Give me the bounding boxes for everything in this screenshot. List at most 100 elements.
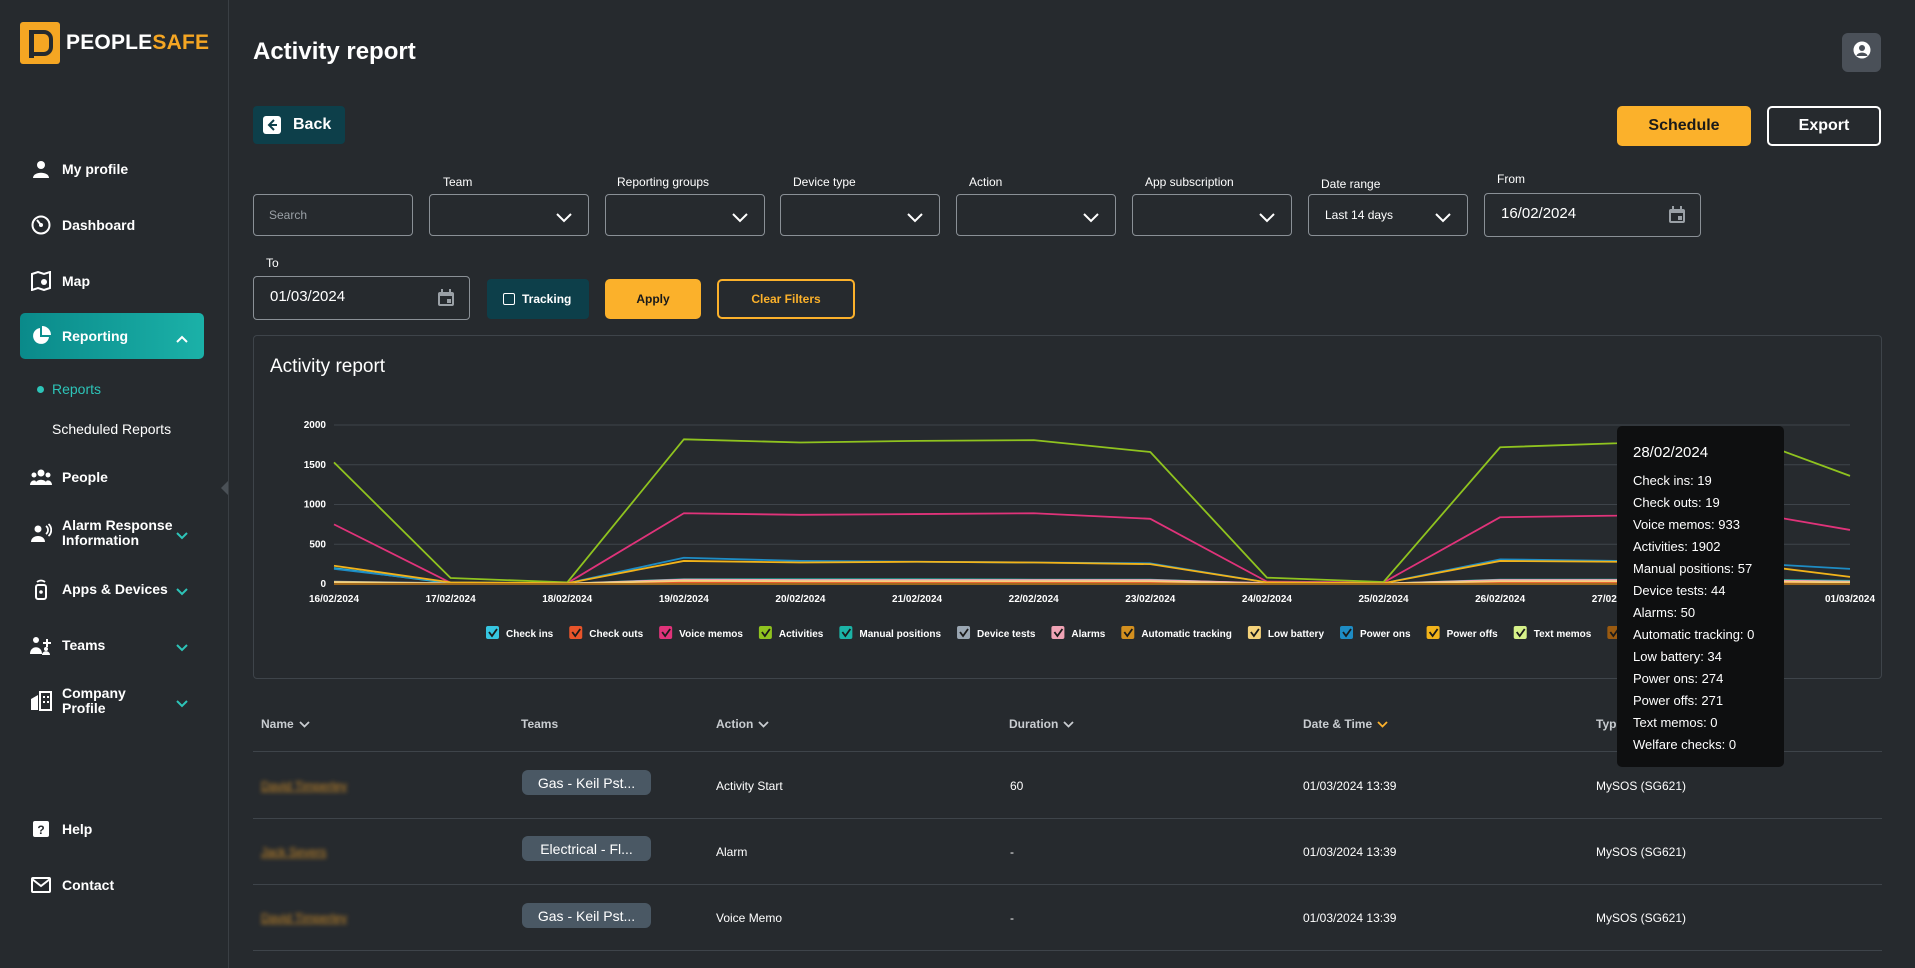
legend-checkbox [839,626,853,639]
checkmark-icon [761,628,771,638]
sidebar-item-people[interactable]: People [20,454,204,500]
legend-item[interactable]: Low battery [1247,626,1325,640]
legend-item[interactable]: Power offs [1426,626,1499,640]
sidebar-item-alarm-response[interactable]: Alarm Response Information [20,510,204,556]
legend-label: Manual positions [859,629,941,640]
logo-text: PEOPLESAFE [66,31,210,54]
legend-item[interactable]: Check ins [486,626,554,640]
device-type-select[interactable] [780,194,940,236]
user-icon [30,158,52,180]
calendar-icon[interactable] [437,289,455,307]
sidebar-subitem-reports[interactable]: Reports [52,381,102,397]
sidebar-item-apps-devices[interactable]: Apps & Devices [20,566,204,612]
sidebar-item-reporting[interactable]: Reporting [20,313,204,359]
row-type: MySOS (SG621) [1596,779,1687,793]
clear-filters-button[interactable]: Clear Filters [717,279,855,319]
tracking-checkbox[interactable] [503,293,515,305]
tooltip-row: Activities: 1902 [1633,539,1721,554]
from-label: From [1497,172,1525,186]
x-tick-label: 27/02/2024 [1592,594,1642,605]
action-select[interactable] [956,194,1116,236]
column-header-action[interactable]: Action [716,717,769,731]
chart-panel: Activity report 0 500 1000 1500 2000 16/02/20… [253,335,1882,679]
row-duration: - [1010,911,1014,925]
help-icon: ? [30,818,52,840]
device-icon [30,578,52,600]
sidebar-item-company-profile[interactable]: Company Profile [20,678,204,724]
x-tick-label: 26/02/2024 [1475,594,1525,605]
app-subscription-select[interactable] [1132,194,1292,236]
date-range-label: Date range [1321,177,1381,191]
svg-text:?: ? [37,823,44,837]
from-date-input[interactable]: 16/02/2024 [1484,193,1701,237]
x-tick-label: 17/02/2024 [426,594,476,605]
legend-item[interactable]: Text memos [1513,626,1592,640]
schedule-button[interactable]: Schedule [1617,106,1751,146]
pie-chart-icon [30,325,52,347]
sidebar-collapse-handle[interactable] [221,481,228,495]
checkmark-icon [1516,628,1526,638]
legend-item[interactable]: Manual positions [839,626,941,640]
tooltip-row: Text memos: 0 [1633,715,1718,730]
sidebar-subitem-scheduled-reports[interactable]: Scheduled Reports [52,421,172,437]
search-input[interactable]: Search [253,194,413,236]
legend-label: Activities [779,629,824,640]
sidebar-item-teams[interactable]: Teams [20,622,204,668]
sidebar: PEOPLESAFE My profile Dashboard Map Repo… [0,0,229,968]
sidebar-item-map[interactable]: Map [20,258,204,304]
row-action: Alarm [716,845,748,859]
account-button[interactable] [1842,33,1881,72]
legend-item[interactable]: Voice memos [659,626,743,640]
export-button[interactable]: Export [1767,106,1881,146]
column-header-name[interactable]: Name [261,717,310,731]
app-subscription-label: App subscription [1145,175,1234,189]
legend-checkbox [1051,626,1065,639]
back-button[interactable]: Back [253,106,345,144]
reporting-groups-select[interactable] [605,194,765,236]
legend-label: Power offs [1447,629,1499,640]
to-date-input[interactable]: 01/03/2024 [253,276,470,320]
legend-label: Check outs [589,629,643,640]
row-name-link[interactable]: David Timperley [261,911,348,925]
legend-item[interactable]: Alarms [1051,626,1106,640]
apply-button[interactable]: Apply [605,279,701,319]
legend-item[interactable]: Power ons [1340,626,1411,640]
tooltip-date: 28/02/2024 [1633,444,1709,461]
calendar-icon[interactable] [1668,206,1686,224]
peoplesafe-logo[interactable]: PEOPLESAFE [20,22,209,64]
legend-item[interactable]: Activities [758,626,824,640]
chevron-down-icon [176,528,188,544]
mail-icon [30,874,52,896]
building-icon [30,690,52,712]
row-name-link[interactable]: Jack Severs [261,845,327,859]
column-header-type[interactable]: Typ [1596,717,1617,731]
activity-line-chart[interactable]: 0 500 1000 1500 2000 16/02/2024 17/02/2024 18/0… [254,336,1883,680]
x-tick-label: 19/02/2024 [659,594,709,605]
legend-item[interactable]: Device tests [957,626,1036,640]
team-badge: Gas - Keil Pst... [522,903,651,928]
sidebar-item-my-profile[interactable]: My profile [20,146,204,192]
sidebar-item-dashboard[interactable]: Dashboard [20,202,204,248]
tracking-toggle[interactable]: Tracking [487,279,589,319]
legend-label: Device tests [977,629,1036,640]
sidebar-item-help[interactable]: ? Help [20,806,204,852]
series-line-activities [333,431,1851,584]
column-header-date-time[interactable]: Date & Time [1303,717,1388,731]
sidebar-item-contact[interactable]: Contact [20,862,204,908]
legend-item[interactable]: Check outs [569,626,644,640]
checkmark-icon [661,628,671,638]
team-badge: Electrical - Fl... [522,836,651,861]
date-range-select[interactable]: Last 14 days [1308,194,1468,236]
row-name-link[interactable]: David Timperley [261,779,348,793]
tooltip-row: Device tests: 44 [1633,583,1726,598]
column-header-duration[interactable]: Duration [1009,717,1074,731]
action-label: Action [969,175,1003,189]
y-tick-label: 1000 [304,500,327,511]
x-tick-label: 24/02/2024 [1242,594,1292,605]
legend-checkbox [957,626,971,639]
legend-item[interactable]: Automatic tracking [1121,626,1232,640]
team-select[interactable] [429,194,589,236]
tooltip-row: Check ins: 19 [1633,473,1712,488]
x-tick-label: 25/02/2024 [1359,594,1409,605]
alarm-person-icon [30,522,52,544]
